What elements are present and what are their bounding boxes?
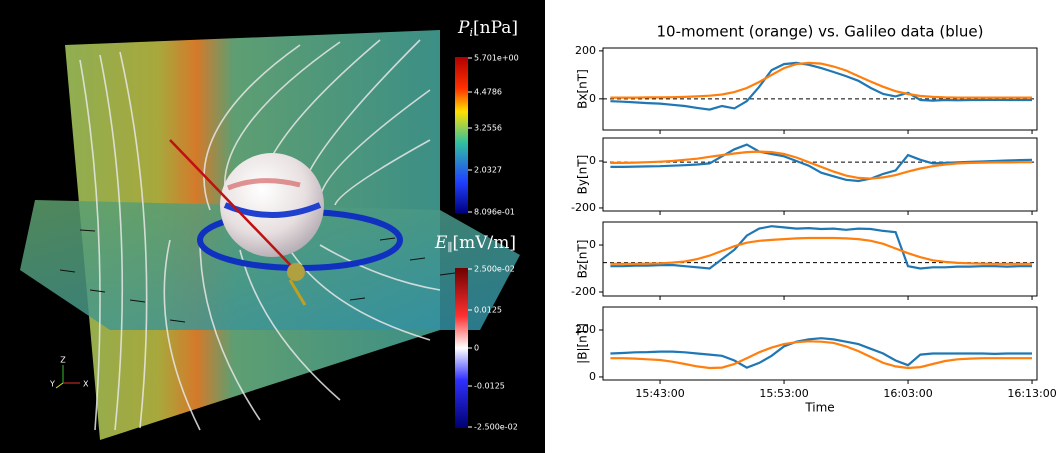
colorbar-tick-label: 0.0125 [474,306,502,315]
visualization: Pi[nPa] E∥[mV/m] Z Y X [0,0,545,453]
axis-label: Y [49,380,55,389]
x-tick-label: 16:03:00 [883,387,932,400]
velocity-arrows [59,229,456,323]
series-line [610,340,1032,370]
axis-label: Z [60,356,66,365]
chart-title: 10-moment (orange) vs. Galileo data (blu… [657,23,984,41]
plot-frame [602,47,1038,131]
trajectory [169,139,301,276]
plot-frame [602,221,1038,297]
y-axis-label: |B|[nT] [576,323,590,364]
series-line [610,225,1032,270]
y-tick-label: 0 [589,92,596,105]
spacecraft [288,279,307,306]
colorbar-tick-label: 2.500e-02 [474,265,515,274]
colorbar-tick-label: 0 [474,344,479,353]
x-tick-label: 15:53:00 [759,387,808,400]
y-axis-label: Bx[nT] [576,69,590,109]
y-axis-label: By[nT] [576,155,590,195]
y-tick-label: 0 [589,238,596,251]
colorbar-tick-label: 2.0327 [474,166,502,175]
series-line [610,236,1032,265]
y-tick-label: 200 [575,323,596,336]
moon-shading [227,178,301,191]
moon [220,153,324,257]
series-line [610,337,1032,369]
pressure-colorbar [455,57,468,213]
chart: 10-moment (orange) vs. Galileo data (blu… [571,23,1057,415]
x-tick-label: 15:43:00 [635,387,684,400]
y-tick-label: -200 [571,285,596,298]
series-line [610,61,1032,111]
x-tick-label: 16:13:00 [1007,387,1056,400]
colorbar-tick-label: 4.4786 [474,88,502,97]
y-tick-label: 200 [575,44,596,57]
series-line [610,61,1032,99]
y-tick-label: -200 [571,201,596,214]
series-line [610,150,1032,180]
x-axis-label: Time [804,401,834,415]
colorbar-tick-label: 3.2556 [474,124,502,133]
y-axis-label: Bz[nT] [576,240,590,279]
colorbar-tick-label: 8.096e-01 [474,208,515,217]
colorbar-tick-label: 5.701e+00 [474,54,519,63]
plot-frame [602,137,1038,212]
colorbar-title: Pi[nPa] [457,18,518,40]
colorbar-tick-label: -2.500e-02 [474,423,518,432]
spacecraft [287,263,305,281]
colorbar-tick-label: -0.0125 [474,382,505,391]
y-tick-label: 0 [589,370,596,383]
y-tick-label: 0 [589,154,596,167]
efield-colorbar [455,268,468,428]
axis-label: X [83,380,89,389]
colorbar-title: E∥[mV/m] [434,233,516,255]
plot-frame [602,306,1038,381]
axes-triad: Z Y X [49,356,89,389]
